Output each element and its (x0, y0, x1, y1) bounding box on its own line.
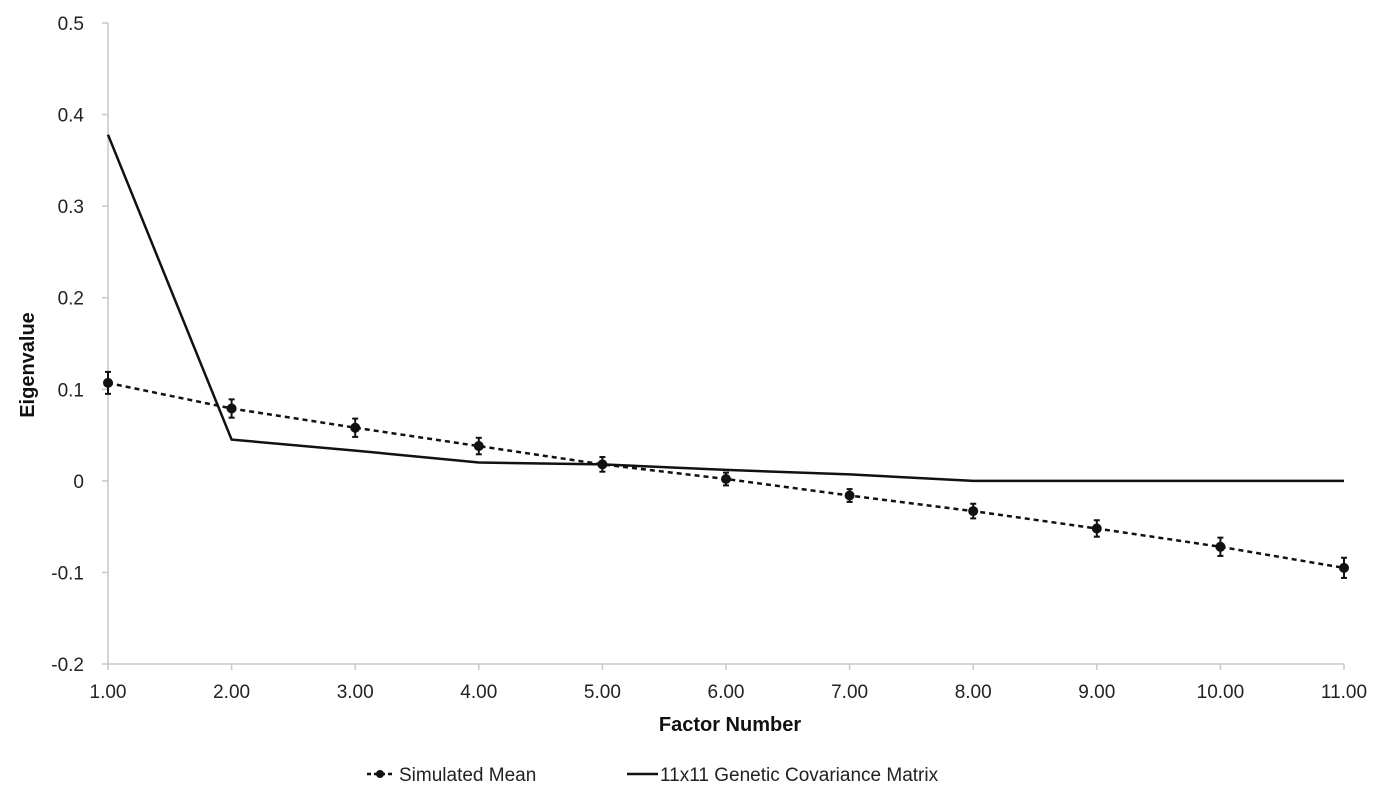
legend-item-genetic-covariance: 11x11 Genetic Covariance Matrix (627, 765, 939, 786)
data-point-simulated-mean (473, 441, 484, 452)
data-point-simulated-mean (1215, 541, 1226, 552)
x-axis-title: Factor Number (659, 714, 801, 736)
legend-item-simulated-mean: Simulated Mean (367, 765, 536, 786)
x-tick-label: 8.00 (955, 682, 992, 703)
x-tick-label: 3.00 (337, 682, 374, 703)
y-tick-label: 0.4 (58, 106, 85, 127)
data-point-simulated-mean (226, 403, 237, 414)
data-point-simulated-mean (1339, 562, 1349, 573)
x-tick-label: 6.00 (708, 682, 745, 703)
y-axis-title: Eigenvalue (17, 312, 39, 418)
x-tick-label: 1.00 (90, 682, 127, 703)
series-line-11x11-genetic-covariance-matrix (106, 134, 1344, 483)
y-tick-label: -0.1 (51, 563, 84, 584)
y-tick-label: 0.5 (58, 14, 84, 35)
x-tick-label: 7.00 (831, 682, 868, 703)
series-layer (103, 134, 1349, 579)
data-point-simulated-mean (350, 422, 361, 433)
x-tick-label: 2.00 (213, 682, 250, 703)
data-point-simulated-mean (103, 377, 113, 388)
data-point-simulated-mean (844, 490, 855, 501)
y-tick-label: 0.1 (58, 380, 84, 401)
x-tick-label: 5.00 (584, 682, 621, 703)
x-tick-label: 9.00 (1078, 682, 1115, 703)
data-point-simulated-mean (968, 506, 979, 517)
x-tick-label: 11.00 (1321, 682, 1367, 703)
y-tick-label: 0 (73, 472, 84, 493)
x-tick-label: 4.00 (460, 682, 497, 703)
x-axis: 1.00 2.00 3.00 4.00 5.00 6.00 7.00 8.00 9.00 10.0… (90, 663, 1367, 703)
y-tick-label: 0.3 (58, 197, 84, 218)
data-point-simulated-mean (1091, 523, 1102, 534)
y-tick-label: 0.2 (58, 289, 84, 310)
legend: Simulated Mean 11x11 Genetic Covariance … (367, 765, 939, 786)
data-point-simulated-mean (721, 474, 731, 485)
y-axis: -0.2 -0.1 0 0.1 0.2 0.3 0.4 0.5 (51, 14, 109, 676)
y-tick-label: -0.2 (51, 655, 84, 676)
legend-label-genetic-covariance: 11x11 Genetic Covariance Matrix (660, 765, 939, 786)
legend-marker-simulated-mean (376, 770, 384, 778)
legend-label-simulated-mean: Simulated Mean (399, 765, 536, 786)
x-tick-label: 10.00 (1197, 682, 1245, 703)
